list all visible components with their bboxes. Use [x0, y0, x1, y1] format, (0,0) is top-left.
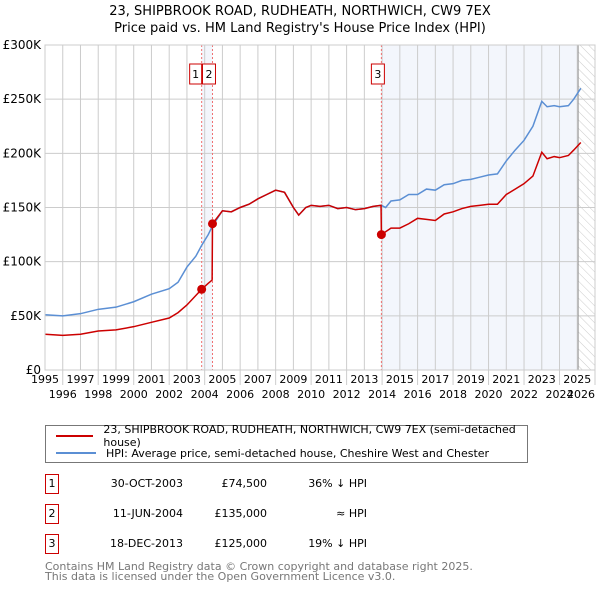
legend-item-property: 23, SHIPBROOK ROAD, RUDHEATH, NORTHWICH,…: [56, 423, 527, 449]
y-tick-label: £100K: [3, 255, 43, 269]
chart-subtitle: Price paid vs. HM Land Registry's House …: [114, 21, 486, 36]
transaction-row: 3 18-DEC-2013 £125,000 19% ↓ HPI: [0, 534, 600, 554]
legend-swatch-red: [56, 435, 94, 437]
x-tick-label: 2008: [262, 388, 290, 401]
x-tick-label: 2007: [244, 373, 272, 386]
sale-label: 3: [374, 68, 381, 81]
sale-label-box: [201, 63, 216, 85]
sale-label-box: [189, 63, 203, 85]
footer-copyright: Contains HM Land Registry data © Crown c…: [45, 560, 473, 573]
chart-title: 23, SHIPBROOK ROAD, RUDHEATH, NORTHWICH,…: [109, 4, 491, 19]
x-tick-label: 2019: [457, 373, 485, 386]
transaction-marker: 3: [45, 534, 59, 554]
transaction-price: £125,000: [214, 537, 268, 550]
x-tick-label: 2017: [421, 373, 449, 386]
x-tick-label: 1997: [66, 373, 94, 386]
transaction-hpi-relation: 36% ↓ HPI: [308, 477, 367, 490]
x-tick-label: 2004: [191, 388, 219, 401]
price-chart: 1995 1996 1997 1998 1999 2000 2001 2002 2003 2004…: [3, 38, 596, 401]
x-tick-label: 2025: [563, 373, 591, 386]
transaction-row: 2 11-JUN-2004 £135,000 ≈ HPI: [0, 504, 600, 524]
transaction-marker: 2: [45, 504, 59, 524]
legend-item-hpi: HPI: Average price, semi-detached house,…: [56, 445, 489, 461]
x-tick-label: 2012: [333, 388, 361, 401]
x-tick-label: 2006: [226, 388, 254, 401]
legend-label: HPI: Average price, semi-detached house,…: [106, 446, 490, 460]
x-tick-label: 2005: [208, 373, 236, 386]
footer-licence: This data is licensed under the Open Gov…: [45, 570, 396, 583]
x-tick-label: 1999: [102, 373, 130, 386]
x-tick-label: 2010: [297, 388, 325, 401]
transaction-date: 30-OCT-2003: [110, 477, 183, 490]
transaction-hpi-relation: ≈ HPI: [336, 507, 367, 520]
sale-label-box: [370, 63, 385, 85]
x-tick-label: 2018: [439, 388, 467, 401]
transaction-price: £135,000: [214, 507, 268, 520]
legend: 23, SHIPBROOK ROAD, RUDHEATH, NORTHWICH,…: [45, 423, 528, 463]
x-tick-label: 2016: [404, 388, 432, 401]
x-tick-label: 2002: [155, 388, 183, 401]
x-tick-label: 2011: [315, 373, 343, 386]
x-tick-label: 2014: [368, 388, 396, 401]
y-tick-label: £0: [26, 363, 41, 377]
transaction-hpi-relation: 19% ↓ HPI: [308, 537, 367, 550]
sale-point: [376, 230, 386, 240]
y-tick-label: £150K: [3, 201, 43, 215]
transaction-date: 18-DEC-2013: [109, 537, 183, 550]
y-tick-label: £50K: [10, 309, 42, 323]
property-price-line: [44, 141, 582, 337]
x-tick-label: 2024: [546, 388, 574, 401]
legend-swatch-blue: [56, 452, 96, 454]
sale-point: [207, 219, 217, 229]
x-tick-label: 2020: [475, 388, 503, 401]
transaction-row: 1 30-OCT-2003 £74,500 36% ↓ HPI: [0, 474, 600, 494]
plot-border: [44, 44, 596, 371]
transaction-price: £74,500: [221, 477, 268, 490]
x-tick-label: 1995: [31, 373, 59, 386]
sale-label: 2: [205, 68, 212, 81]
x-tick-label: 1996: [49, 388, 77, 401]
transaction-date: 11-JUN-2004: [112, 507, 183, 520]
x-tick-label: 2023: [528, 373, 556, 386]
x-tick-label: 2009: [279, 373, 307, 386]
sale-point: [197, 284, 207, 294]
x-tick-label: 2001: [137, 373, 165, 386]
transaction-marker: 1: [45, 474, 59, 494]
legend-label: 23, SHIPBROOK ROAD, RUDHEATH, NORTHWICH,…: [103, 423, 516, 449]
x-tick-label: 2021: [492, 373, 520, 386]
y-tick-label: £300K: [3, 38, 43, 52]
x-tick-label: 2022: [510, 388, 538, 401]
sale-label: 1: [192, 68, 199, 81]
x-tick-label: 2026: [567, 388, 595, 401]
x-tick-label: 1998: [84, 388, 112, 401]
y-tick-label: £250K: [3, 92, 43, 106]
x-tick-label: 2013: [350, 373, 378, 386]
y-tick-label: £200K: [3, 146, 43, 160]
x-tick-label: 2015: [386, 373, 414, 386]
x-tick-label: 2000: [120, 388, 148, 401]
x-tick-label: 2003: [173, 373, 201, 386]
